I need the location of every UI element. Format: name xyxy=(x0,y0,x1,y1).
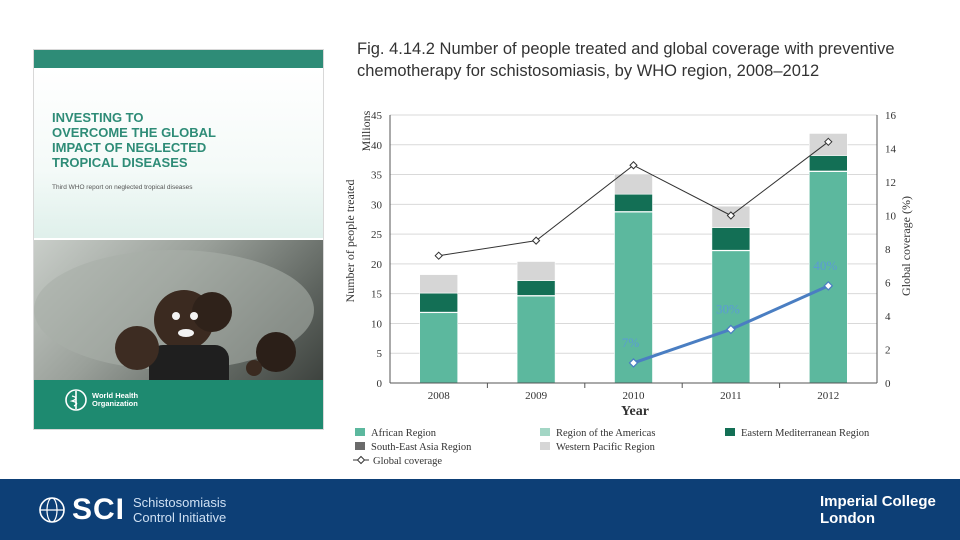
imperial-college-logo: Imperial College London xyxy=(820,493,936,527)
x-tick-label: 2008 xyxy=(428,390,451,402)
sci-org-name: Schistosomiasis Control Initiative xyxy=(133,495,226,525)
annotation-marker xyxy=(726,324,736,335)
bar-segment xyxy=(614,211,653,384)
legend-label: South-East Asia Region xyxy=(371,442,472,453)
bar-segment xyxy=(614,173,653,195)
y-tick-label: 40 xyxy=(371,140,383,152)
y-tick-label: 35 xyxy=(371,170,383,182)
bar-segment xyxy=(419,292,458,313)
right-axis-tick-label: 0 xyxy=(885,378,891,390)
right-axis-tick-label: 14 xyxy=(885,144,897,156)
schistosomiasis-chart: 0 5 10 15 20 25 30 35 40 45 0 2 4 6 8 10 12 14 16 2008 2009 2… xyxy=(343,110,913,467)
y-tick-label: 20 xyxy=(371,259,383,271)
right-axis-tick-label: 12 xyxy=(885,177,896,189)
x-axis-label: Year xyxy=(621,404,649,419)
who-emblem-icon xyxy=(65,389,87,411)
who-wordmark-line: World Health xyxy=(92,391,139,400)
children-photo-illustration xyxy=(34,250,314,390)
x-tick-label: 2011 xyxy=(720,390,742,402)
who-logo: World Health Organization xyxy=(64,388,138,412)
chart-legend: African Region Region of the Americas East… xyxy=(353,428,870,467)
bar-segment xyxy=(614,193,653,212)
y-tick-label: 5 xyxy=(377,348,383,360)
annotation-marker xyxy=(823,281,834,291)
y-tick-label: 10 xyxy=(371,318,383,330)
report-cover: INVESTING TO OVERCOME THE GLOBAL IMPACT … xyxy=(34,50,323,429)
x-tick-label: 2010 xyxy=(623,390,646,402)
bar-segment xyxy=(808,155,848,172)
bar-segment xyxy=(419,274,458,294)
y-tick-label: 25 xyxy=(371,229,383,241)
y-tick-label: 45 xyxy=(371,110,383,122)
footer-bar: SCI Schistosomiasis Control Initiative I… xyxy=(0,479,960,540)
sci-org-name-line: Control Initiative xyxy=(133,510,227,525)
cover-light-band xyxy=(34,68,323,238)
annotation-label: 40% xyxy=(813,258,837,273)
bar-segment xyxy=(419,312,458,384)
sci-logo: SCI Schistosomiasis Control Initiative xyxy=(38,493,226,527)
x-tick-label: 2012 xyxy=(817,390,839,402)
coverage-marker xyxy=(434,251,443,260)
right-axis-tick-label: 10 xyxy=(885,211,897,223)
right-axis-tick-label: 4 xyxy=(885,311,891,323)
cover-subtitle: Third WHO report on neglected tropical d… xyxy=(52,184,193,191)
cover-title-line: INVESTING TO xyxy=(52,110,144,125)
legend-label: Eastern Mediterranean Region xyxy=(741,428,870,439)
figure-caption: Fig. 4.14.2 Number of people treated and… xyxy=(357,40,895,80)
right-axis-tick-label: 6 xyxy=(885,278,891,290)
y-tick-label: 30 xyxy=(371,199,383,211)
right-axis-tick-label: 2 xyxy=(885,345,891,357)
bar-segment xyxy=(808,171,848,384)
y-axis-label: Number of people treated xyxy=(343,180,357,303)
legend-swatch xyxy=(540,428,550,436)
coverage-lines: 7% 30% 40% xyxy=(434,137,837,368)
legend-label: Region of the Americas xyxy=(556,428,655,439)
y-tick-label: 0 xyxy=(377,378,383,390)
x-tick-label: 2009 xyxy=(525,390,548,402)
children-photo xyxy=(34,240,323,390)
bar-segment xyxy=(516,295,556,384)
sci-org-name-line: Schistosomiasis xyxy=(133,495,227,510)
legend-swatch xyxy=(355,442,365,450)
coverage-marker xyxy=(824,137,833,147)
bars xyxy=(419,133,848,384)
right-axis-tick-label: 8 xyxy=(885,244,891,256)
bar-segment xyxy=(516,280,556,296)
annotation-label: 7% xyxy=(622,335,640,350)
right-axis-label: Global coverage (%) xyxy=(899,196,913,296)
legend-label: African Region xyxy=(371,428,437,439)
imperial-college-line: Imperial College xyxy=(820,493,936,510)
cover-title-line: IMPACT OF NEGLECTED xyxy=(52,140,207,155)
bar-segment xyxy=(711,250,751,384)
legend-swatch xyxy=(725,428,735,436)
cover-title-line: TROPICAL DISEASES xyxy=(52,155,188,170)
imperial-college-line: London xyxy=(820,510,875,527)
annotation-marker xyxy=(628,358,639,368)
legend-label: Western Pacific Region xyxy=(556,442,656,453)
who-wordmark-line: Organization xyxy=(92,399,138,408)
bar-segment xyxy=(711,227,751,251)
bar-segment xyxy=(516,261,556,281)
y-tick-label: 15 xyxy=(371,289,383,301)
legend-swatch xyxy=(540,442,550,450)
cover-green-footer xyxy=(34,380,323,429)
who-wordmark: World Health Organization xyxy=(92,392,138,408)
annotation-label: 30% xyxy=(716,301,740,316)
coverage-marker xyxy=(726,211,736,220)
globe-icon xyxy=(39,497,65,523)
sci-logo-text: SCI xyxy=(72,493,126,526)
legend-label: Global coverage xyxy=(373,456,442,467)
coverage-marker xyxy=(629,161,638,170)
right-axis-tick-label: 16 xyxy=(885,110,897,122)
legend-line-marker xyxy=(356,455,366,465)
cover-title: INVESTING TO OVERCOME THE GLOBAL IMPACT … xyxy=(52,110,302,170)
legend-swatch xyxy=(355,428,365,436)
cover-title-line: OVERCOME THE GLOBAL xyxy=(52,125,216,140)
coverage-marker xyxy=(531,236,541,245)
axes: 0 5 10 15 20 25 30 35 40 45 0 2 4 6 8 10 12 14 16 2008 2009 2… xyxy=(371,110,897,402)
y-axis-units-label: Millions xyxy=(359,110,373,151)
cover-top-bar xyxy=(34,50,323,68)
